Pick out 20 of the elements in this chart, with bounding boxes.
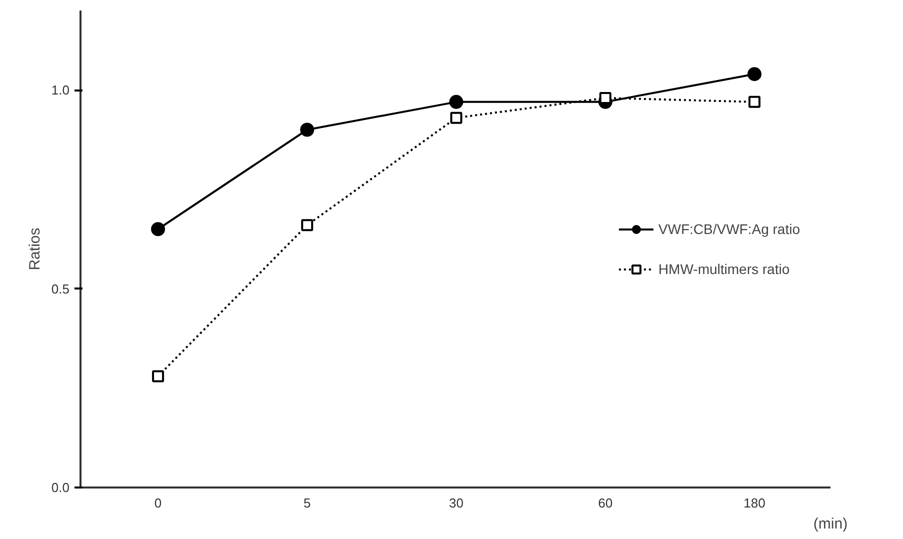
legend-label: VWF:CB/VWF:Ag ratio [658,220,800,236]
x-axis-title: (min) [813,516,848,532]
x-tick-label: 60 [598,496,613,510]
x-tick-label: 5 [304,496,311,510]
point [152,370,164,382]
point [151,222,166,236]
x-tick-label: 0 [154,496,162,510]
y-tick-label: 0.0 [51,480,70,495]
point [449,94,464,109]
y-tick-label: 1.0 [51,82,70,98]
y-axis-title: Ratios [26,228,44,270]
point [748,96,760,108]
point [747,67,762,82]
point [300,122,314,137]
y-tick-label: 0.5 [51,281,70,296]
x-tick-label: 30 [449,496,464,510]
legend-label: HMW-multimers ratio [658,260,790,276]
x-tick-label: 180 [744,496,766,510]
point [301,219,314,232]
point [450,112,462,124]
